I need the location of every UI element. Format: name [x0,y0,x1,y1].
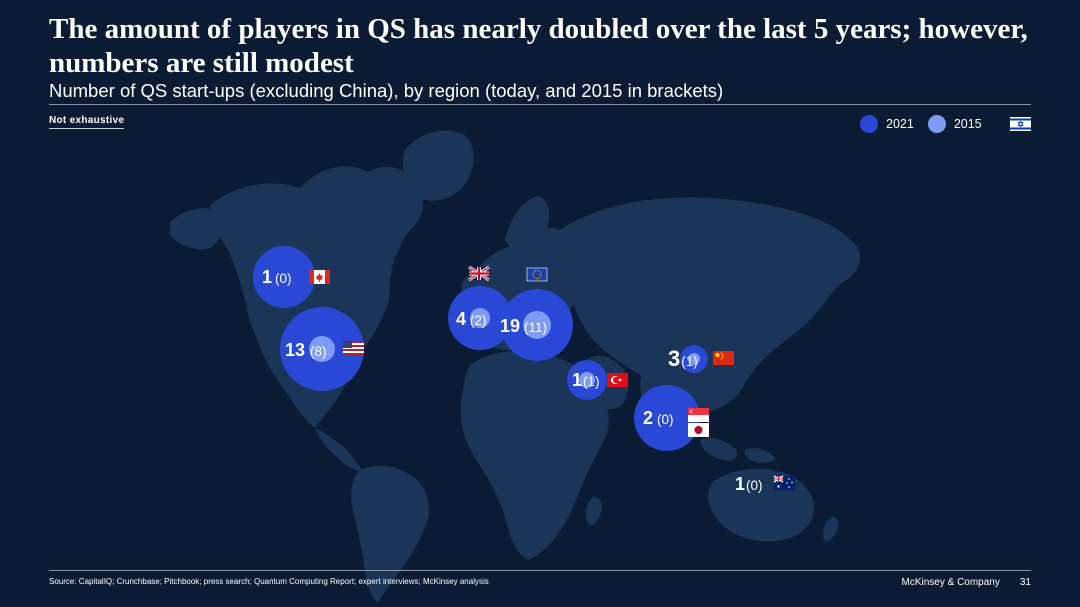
alaska-landmass [170,208,225,250]
value-2021: 1 [735,474,745,494]
legend-dot-2015 [927,115,946,133]
legend-label-2015: 2015 [953,117,982,131]
slide-subtitle: Number of QS start-ups (excluding China)… [49,80,724,101]
label-usa: 13 (8) [285,340,327,360]
value-2015: (11) [524,320,547,335]
land-masses [170,130,860,603]
legend-label-2021: 2021 [886,117,914,131]
singapore-flag [688,408,709,422]
eu-flag [526,267,548,282]
bubble-2015-turkey [579,372,595,388]
value-2021: 3 [668,346,680,371]
bottom-divider [49,570,1031,571]
uk-flag [468,265,490,282]
not-exhaustive-tag: Not exhaustive [49,115,125,129]
label-turkey: 1(1) [572,370,600,390]
legend-item-2021: 2021 [860,115,914,133]
value-2015: (1) [583,374,600,389]
value-2021: 19 [500,316,520,336]
south-america-landmass [351,465,429,603]
label-china: 3(1) [668,346,698,371]
bubble-2015-eu [523,311,551,339]
bubble-2021-canada [253,246,315,308]
legend: 2021 2015 [860,115,996,133]
company-name: McKinsey & Company [901,577,1000,588]
new-zealand-landmass [823,517,839,542]
label-canada: 1 (0) [262,267,292,287]
japan-flag [688,423,709,437]
scandinavia-landmass [505,196,550,250]
label-uk: 4 (2) [456,309,487,329]
bubble-2015-uk [470,308,490,328]
turkey-flag [607,373,628,387]
madagascar-landmass [585,497,602,526]
north-america-landmass [210,166,424,428]
bubble-2021-singapore-japan [634,385,700,451]
bubble-2015-china [688,353,700,365]
label-australia: 1(0) [735,474,763,494]
asia-landmass [560,197,860,412]
value-2021: 13 [285,340,305,360]
bubble-2015-usa [309,336,335,362]
china-flag [713,351,734,365]
canada-flag [309,270,330,284]
value-2015: (0) [746,478,763,493]
value-2015: (8) [310,344,327,359]
value-2021: 2 [643,408,653,428]
africa-landmass [460,351,609,560]
australia-flag [773,475,795,490]
japan-landmass [755,297,772,329]
legend-item-2015: 2015 [927,115,982,133]
greenland-landmass [402,130,474,201]
footer-right: McKinsey & Company 31 [902,577,1032,588]
slide-title: The amount of players in QS has nearly d… [49,13,1028,79]
legend-dot-2021 [860,115,878,133]
value-2015: (0) [657,412,674,427]
label-eu: 19 (11) [500,316,547,336]
value-2015: (0) [275,271,292,286]
sea-islands-landmass [700,438,775,463]
label-singapore-japan: 2 (0) [643,408,674,428]
bubbles-2015 [309,308,700,388]
value-2021: 1 [262,267,272,287]
top-divider [49,104,1031,105]
value-2015: (2) [470,313,487,328]
page-number: 31 [1019,577,1031,588]
usa-flag [343,341,364,355]
israel-flag [1010,117,1031,131]
value-2021: 4 [456,309,466,329]
source-note: Source: CapitalIQ; Crunchbase; Pitchbook… [49,577,489,586]
central-america-landmass [315,428,362,471]
value-2015: (1) [681,354,698,369]
value-2021: 1 [572,370,582,390]
